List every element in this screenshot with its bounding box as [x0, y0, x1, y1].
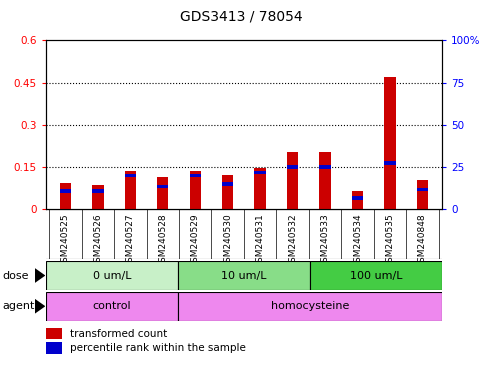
Text: GSM240526: GSM240526 — [93, 213, 102, 268]
Bar — [352, 191, 363, 209]
Text: control: control — [93, 301, 131, 311]
Bar — [255, 167, 266, 209]
Text: GSM240848: GSM240848 — [418, 213, 427, 268]
Text: GSM240533: GSM240533 — [321, 213, 329, 268]
Text: GSM240534: GSM240534 — [353, 213, 362, 268]
Text: GSM240528: GSM240528 — [158, 213, 167, 268]
Text: agent: agent — [2, 301, 35, 311]
Text: GSM240535: GSM240535 — [385, 213, 395, 268]
Text: GSM240529: GSM240529 — [191, 213, 199, 268]
Bar — [384, 161, 396, 164]
Bar — [92, 185, 103, 209]
Bar — [125, 171, 136, 209]
Bar — [417, 180, 428, 209]
Polygon shape — [35, 268, 45, 283]
Bar — [178, 292, 442, 321]
Bar — [157, 185, 169, 189]
Text: 0 um/L: 0 um/L — [93, 270, 131, 281]
Bar — [352, 196, 363, 200]
Bar — [287, 152, 298, 209]
Text: GSM240530: GSM240530 — [223, 213, 232, 268]
Polygon shape — [35, 299, 45, 314]
Bar — [157, 177, 169, 209]
Text: GSM240531: GSM240531 — [256, 213, 265, 268]
Bar — [319, 166, 331, 169]
Text: 10 um/L: 10 um/L — [221, 270, 267, 281]
Bar — [319, 152, 331, 209]
Bar — [310, 261, 442, 290]
Bar — [189, 174, 201, 177]
Text: GDS3413 / 78054: GDS3413 / 78054 — [180, 10, 303, 23]
Bar — [60, 189, 71, 193]
Bar — [46, 292, 178, 321]
Text: GSM240532: GSM240532 — [288, 213, 297, 268]
Bar — [287, 166, 298, 169]
Bar — [60, 182, 71, 209]
Bar — [92, 189, 103, 193]
Bar — [125, 174, 136, 177]
Text: dose: dose — [2, 270, 29, 281]
Bar — [46, 328, 62, 339]
Bar — [189, 171, 201, 209]
Bar — [417, 188, 428, 191]
Bar — [384, 77, 396, 209]
Bar — [46, 343, 62, 354]
Bar — [222, 182, 233, 185]
Bar — [178, 261, 310, 290]
Text: GSM240527: GSM240527 — [126, 213, 135, 268]
Bar — [222, 175, 233, 209]
Bar — [255, 171, 266, 174]
Text: homocysteine: homocysteine — [271, 301, 349, 311]
Text: GSM240525: GSM240525 — [61, 213, 70, 268]
Text: 100 um/L: 100 um/L — [350, 270, 402, 281]
Text: transformed count: transformed count — [70, 329, 167, 339]
Bar — [46, 261, 178, 290]
Text: percentile rank within the sample: percentile rank within the sample — [70, 343, 245, 353]
